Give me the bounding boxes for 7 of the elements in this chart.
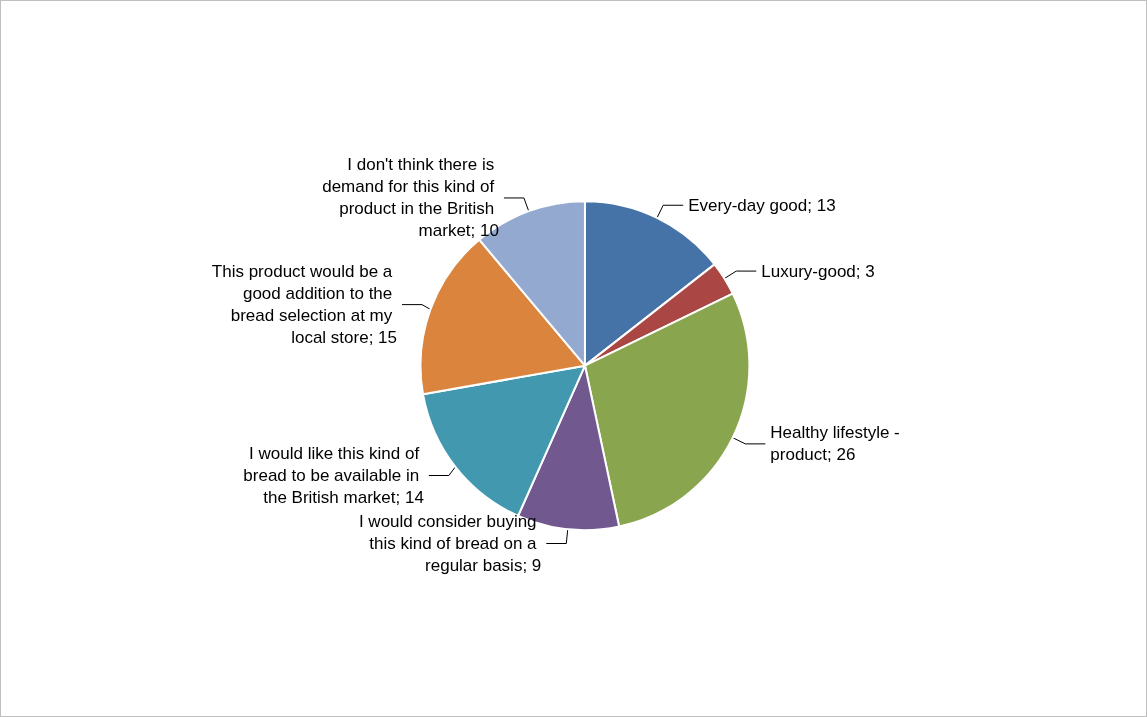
slice-label: Healthy lifestyle - product; 26 [770, 423, 905, 465]
slice-label: Every-day good; 13 [688, 195, 836, 215]
slice-label: This product would be a good addition to the bread selection at my local store; 15 [211, 262, 398, 348]
slice-label: I would like this kind of bread to be available in the British market; 14 [243, 444, 424, 508]
slice-label: I would consider buying this kind of bread on a regular basis; 9 [358, 512, 542, 576]
slice-label: I don't think there is demand for this kind of product in the British market; 10 [322, 155, 499, 241]
slice-label: Luxury-good; 3 [761, 261, 875, 281]
